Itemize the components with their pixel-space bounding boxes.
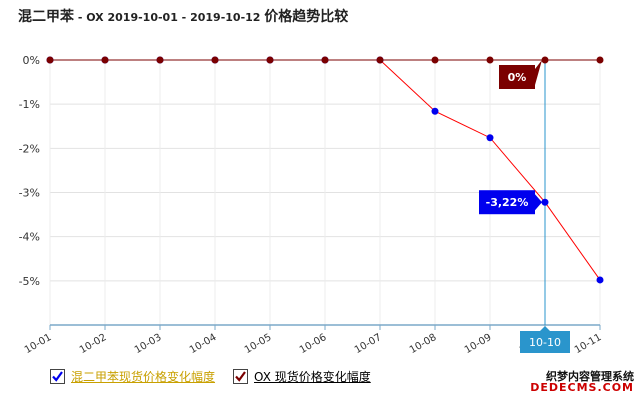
checkbox-icon[interactable] <box>50 369 65 384</box>
tooltip: 0% <box>499 60 542 89</box>
legend-label[interactable]: 混二甲苯现货价格变化幅度 <box>71 370 216 384</box>
x-tick-label: 10-11 <box>573 332 604 356</box>
data-point-s2 <box>211 56 219 64</box>
x-tick-label: 10-03 <box>133 332 164 356</box>
checkbox-icon[interactable] <box>233 369 249 384</box>
tooltip: -3,22% <box>479 190 542 215</box>
legend: 混二甲苯现货价格变化幅度 OX 现货价格变化幅度 <box>50 368 371 385</box>
data-point-s1 <box>431 107 439 115</box>
crosshair-label-pointer <box>540 326 550 331</box>
legend-item-series-1[interactable]: 混二甲苯现货价格变化幅度 <box>50 368 215 385</box>
chart-title: 混二甲苯 - OX 2019-10-01 - 2019-10-12 价格趋势比较 <box>18 6 348 26</box>
data-point-s2 <box>486 56 494 64</box>
tooltip-box <box>499 65 535 89</box>
data-point-s2 <box>266 56 274 64</box>
data-point-s2 <box>321 56 329 64</box>
crosshair-label-text: 10-10 <box>529 336 561 349</box>
title-tail: 价格趋势比较 <box>264 9 349 25</box>
tooltip-box <box>479 190 535 215</box>
x-tick-label: 10-06 <box>298 332 329 356</box>
title-sub: - OX 2019-10-01 - 2019-10-12 <box>74 11 265 24</box>
watermark-line1: 织梦内容管理系统 <box>530 371 634 383</box>
data-point-s2 <box>101 56 109 64</box>
y-tick-label: 0% <box>23 54 40 67</box>
data-point-s2 <box>541 56 549 64</box>
tooltip-pointer <box>535 60 542 85</box>
crosshair-label: 10-10 <box>520 326 570 353</box>
data-point-s1 <box>596 276 604 284</box>
data-point-s2 <box>431 56 439 64</box>
data-point-s2 <box>376 56 384 64</box>
y-tick-label: -3% <box>19 187 40 200</box>
x-tick-label: 10-04 <box>188 332 219 356</box>
data-point-s2 <box>156 56 164 64</box>
data-point-s2 <box>46 56 54 64</box>
data-point-s1 <box>541 198 549 206</box>
legend-item-series-2[interactable]: OX 现货价格变化幅度 <box>233 368 371 385</box>
tooltip-pointer <box>535 194 542 211</box>
legend-label[interactable]: OX 现货价格变化幅度 <box>254 370 371 384</box>
x-tick-label: 10-01 <box>23 332 54 356</box>
data-point-s2 <box>596 56 604 64</box>
y-tick-label: -4% <box>19 231 40 244</box>
watermark-line2: DEDECMS.COM <box>530 381 634 395</box>
x-tick-label: 10-07 <box>353 332 384 356</box>
x-tick-label: 10-08 <box>408 332 439 356</box>
crosshair-label-box <box>520 331 570 353</box>
x-tick-label: 10-09 <box>463 332 494 356</box>
tooltip-label: 0% <box>508 71 527 84</box>
y-tick-label: -5% <box>19 275 40 288</box>
tooltip-label: -3,22% <box>486 196 529 209</box>
x-tick-label: 10-02 <box>78 332 109 356</box>
y-tick-label: -1% <box>19 98 40 111</box>
watermark: 织梦内容管理系统 DEDECMS.COM <box>530 371 634 394</box>
y-tick-label: -2% <box>19 142 40 155</box>
data-point-s1 <box>486 134 494 142</box>
title-main: 混二甲苯 <box>18 9 74 25</box>
x-tick-label: 10-05 <box>243 332 274 356</box>
